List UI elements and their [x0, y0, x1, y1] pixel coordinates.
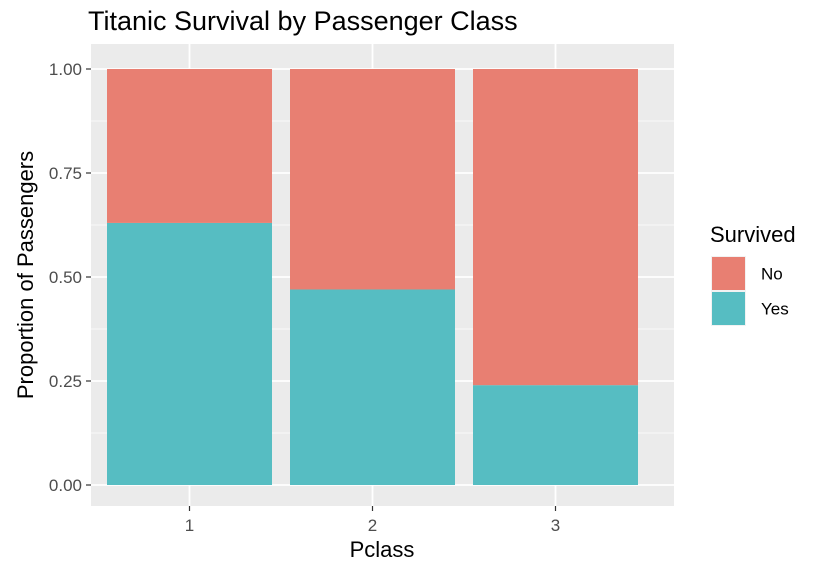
legend-title: Survived: [710, 222, 796, 247]
y-tick-label: 0.25: [49, 372, 82, 391]
y-tick-label: 0.50: [49, 268, 82, 287]
legend-swatch-yes: [712, 292, 745, 325]
x-axis-title: Pclass: [350, 537, 415, 562]
y-tick-label: 0.75: [49, 164, 82, 183]
x-tick-label: 2: [368, 516, 377, 535]
bar-no-class-3: [473, 69, 638, 386]
legend-label-yes: Yes: [761, 300, 789, 319]
chart-title: Titanic Survival by Passenger Class: [88, 6, 518, 36]
y-tick-label: 1.00: [49, 60, 82, 79]
x-tick-label: 1: [185, 516, 194, 535]
bars: [107, 69, 638, 486]
y-axis-title: Proportion of Passengers: [13, 151, 38, 399]
y-tick-label: 0.00: [49, 476, 82, 495]
legend: Survived No Yes: [710, 222, 796, 326]
legend-label-no: No: [761, 265, 783, 284]
bar-yes-class-1: [107, 222, 272, 486]
y-axis: 0.00 0.25 0.50 0.75 1.00: [49, 60, 91, 495]
x-tick-label: 3: [551, 516, 560, 535]
bar-yes-class-2: [290, 289, 455, 485]
legend-swatch-no: [712, 257, 745, 290]
x-axis: 1 2 3: [185, 506, 560, 535]
bar-yes-class-3: [473, 385, 638, 485]
bar-no-class-1: [107, 69, 272, 223]
bar-no-class-2: [290, 69, 455, 290]
